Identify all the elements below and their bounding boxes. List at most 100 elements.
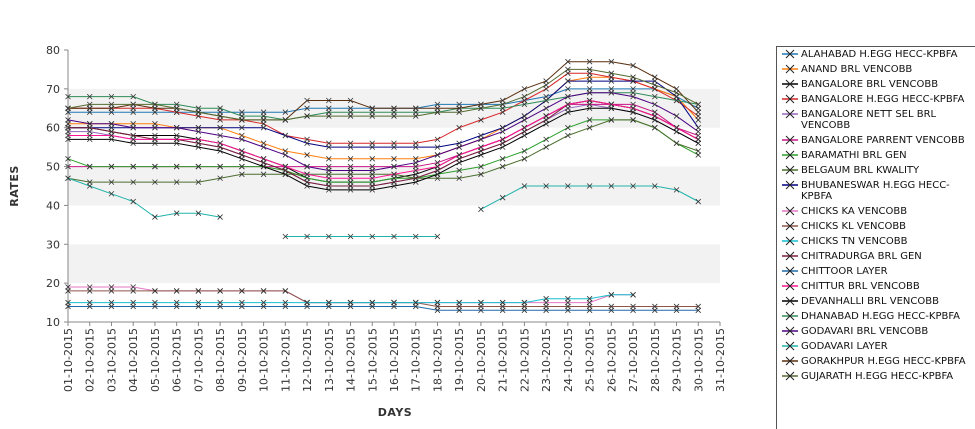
legend-label: DHANABAD H.EGG HECC-KPBFA xyxy=(801,311,961,322)
data-point xyxy=(499,194,506,201)
data-point xyxy=(391,156,397,162)
legend-marker-icon xyxy=(781,339,799,353)
data-point xyxy=(65,288,71,294)
data-point xyxy=(565,58,571,65)
y-tick-label: 30 xyxy=(46,238,60,251)
data-point xyxy=(608,117,615,123)
data-point xyxy=(695,140,702,147)
data-point xyxy=(217,175,223,182)
data-point xyxy=(630,93,636,100)
data-point xyxy=(260,117,267,123)
data-point xyxy=(130,140,136,147)
data-point xyxy=(260,124,267,131)
legend-marker-icon xyxy=(781,309,799,323)
y-tick-label: 40 xyxy=(46,199,60,212)
series-line xyxy=(68,99,699,179)
data-point xyxy=(434,109,441,115)
data-point xyxy=(456,159,462,166)
y-tick-label: 10 xyxy=(46,316,60,329)
data-point xyxy=(565,183,571,189)
legend-item: GORAKHPUR H.EGG HECC-KPBFA xyxy=(777,354,975,369)
data-point xyxy=(195,144,202,150)
series-line xyxy=(68,306,699,311)
data-point xyxy=(304,171,310,178)
data-point xyxy=(652,307,658,314)
data-point xyxy=(239,148,245,154)
legend-label: CHITTOOR LAYER xyxy=(801,266,888,277)
data-point xyxy=(304,183,310,189)
data-point xyxy=(239,136,245,143)
data-point xyxy=(478,163,484,170)
data-point xyxy=(152,288,158,294)
data-point xyxy=(217,132,223,139)
data-point xyxy=(673,187,680,193)
series-line xyxy=(68,61,699,121)
data-point xyxy=(608,70,615,77)
data-point xyxy=(108,121,115,127)
series-11 xyxy=(65,292,636,306)
data-point xyxy=(630,74,636,80)
data-point xyxy=(543,183,549,189)
legend-item: DEVANHALLI BRL VENCOBB xyxy=(777,294,975,309)
data-point xyxy=(499,156,506,162)
data-point xyxy=(478,136,484,143)
legend-marker-icon xyxy=(781,294,799,308)
data-point xyxy=(173,303,180,310)
legend-label: CHITTUR BRL VENCOBB xyxy=(801,281,920,292)
data-point xyxy=(434,152,441,158)
data-point xyxy=(434,163,441,170)
data-point xyxy=(108,93,115,100)
data-point xyxy=(304,140,310,147)
data-point xyxy=(586,58,593,65)
data-point xyxy=(195,210,202,216)
data-point xyxy=(478,307,484,314)
x-tick-label: 05-10-2015 xyxy=(149,328,162,392)
x-tick-label: 01-10-2015 xyxy=(62,328,75,392)
legend-marker-icon xyxy=(781,204,799,218)
data-point xyxy=(260,144,267,150)
series-9 xyxy=(65,284,636,306)
data-point xyxy=(173,210,180,216)
data-point xyxy=(239,288,245,294)
data-point xyxy=(456,307,462,314)
data-point xyxy=(369,303,376,310)
data-point xyxy=(434,233,441,240)
data-point xyxy=(152,101,158,108)
data-point xyxy=(260,288,267,294)
series-line xyxy=(68,290,699,307)
x-tick-label: 07-10-2015 xyxy=(192,328,205,392)
x-tick-label: 04-10-2015 xyxy=(127,328,140,392)
legend-label: GUJARATH H.EGG HECC-KPBFA xyxy=(801,371,954,382)
x-tick-label: 19-10-2015 xyxy=(453,328,466,392)
x-tick-label: 16-10-2015 xyxy=(388,328,401,392)
data-point xyxy=(608,89,615,96)
legend-label: CHITRADURGA BRL GEN xyxy=(801,251,922,262)
legend-marker-icon xyxy=(781,234,799,248)
data-point xyxy=(565,124,571,131)
x-tick-label: 13-10-2015 xyxy=(323,328,336,392)
legend-label: BANGALORE PARRENT VENCOBB xyxy=(801,135,965,146)
x-tick-label: 31-10-2015 xyxy=(714,328,727,392)
data-point xyxy=(586,117,593,123)
x-tick-label: 20-10-2015 xyxy=(475,328,488,392)
x-tick-label: 06-10-2015 xyxy=(171,328,184,392)
data-point xyxy=(195,179,202,185)
data-point xyxy=(478,105,484,112)
legend-item: BARAMATHI BRL GEN xyxy=(777,148,975,163)
data-point xyxy=(456,109,462,115)
legend-item: CHITTOOR LAYER xyxy=(777,264,975,279)
legend-marker-icon xyxy=(781,133,799,147)
data-point xyxy=(217,105,223,112)
data-point xyxy=(217,113,223,119)
data-point xyxy=(326,187,332,193)
data-point xyxy=(86,121,93,127)
data-point xyxy=(152,179,158,185)
data-point xyxy=(195,136,202,143)
data-point xyxy=(217,288,223,294)
legend-label: ALAHABAD H.EGG HECC-KPBFA xyxy=(801,49,958,60)
data-point xyxy=(434,307,441,314)
legend-label: DEVANHALLI BRL VENCOBB xyxy=(801,296,939,307)
data-point xyxy=(152,303,158,310)
data-point xyxy=(173,105,180,112)
x-tick-label: 21-10-2015 xyxy=(497,328,510,392)
